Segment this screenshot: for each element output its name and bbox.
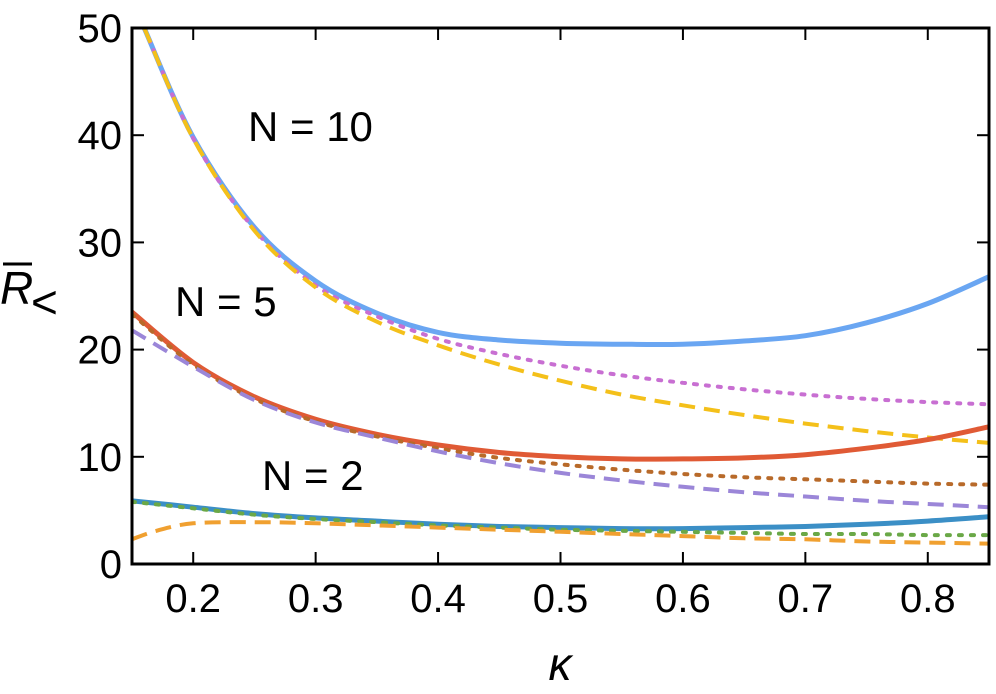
series-layer <box>132 28 989 546</box>
y-tick-label: 50 <box>78 7 123 51</box>
y-tick-label: 30 <box>78 221 123 265</box>
series-line-3 <box>142 28 989 445</box>
x-tick-label: 0.5 <box>533 577 589 621</box>
y-tick-label: 0 <box>100 543 122 587</box>
y-tick-label: 40 <box>78 114 123 158</box>
annotation-n5: N = 5 <box>175 278 277 325</box>
x-tick-label: 0.4 <box>410 577 466 621</box>
series-line-4 <box>132 310 989 462</box>
y-tick-label: 20 <box>78 329 123 373</box>
annotations: N = 10 N = 5 N = 2 <box>175 103 373 499</box>
annotation-n10: N = 10 <box>248 103 373 150</box>
tick-layer: 0.2 0.3 0.4 0.5 0.6 0.7 0.8 0 10 20 30 40 50 <box>78 7 989 621</box>
y-axis-label-base: R <box>0 262 33 314</box>
x-tick-label: 0.6 <box>655 577 711 621</box>
series-line-5 <box>132 312 989 487</box>
series-line-7 <box>132 498 989 532</box>
y-axis-label-subscript: < <box>31 276 58 328</box>
series-line-6 <box>132 328 989 510</box>
x-tick-label: 0.2 <box>165 577 221 621</box>
x-tick-label: 0.3 <box>288 577 344 621</box>
annotation-n2: N = 2 <box>262 452 364 499</box>
x-tick-label: 0.8 <box>900 577 956 621</box>
x-axis-label: κ <box>549 638 574 690</box>
series-line-9 <box>132 520 989 546</box>
y-tick-label: 10 <box>78 436 123 480</box>
plot-frame <box>130 26 991 566</box>
y-axis-label: R < <box>0 262 58 328</box>
x-tick-label: 0.7 <box>778 577 834 621</box>
